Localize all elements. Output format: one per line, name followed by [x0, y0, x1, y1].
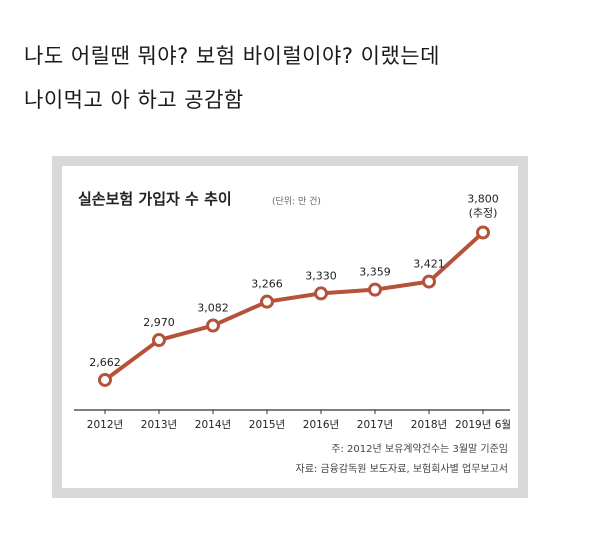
x-tick-label: 2016년 [303, 419, 339, 431]
x-tick-label: 2014년 [195, 419, 231, 431]
chart-card: 실손보험 가입자 수 추이 (단위: 만 건) 2,662 2,970 3,082 3… [52, 156, 528, 498]
x-tick-label: 2012년 [87, 419, 123, 431]
chart-note-2: 자료: 금융감독원 보도자료, 보험회사별 업무보고서 [296, 462, 508, 475]
x-tick-label: 2019년 6월 [455, 419, 511, 431]
data-point [368, 282, 382, 297]
data-point [152, 333, 166, 348]
x-tick-label: 2017년 [357, 419, 393, 431]
post-text: 나도 어릴땐 뭐야? 보험 바이럴이야? 이랬는데 나이먹고 아 하고 공감함 [24, 34, 584, 122]
chart-unit-note: (단위: 만 건) [272, 196, 321, 207]
series-line [103, 230, 485, 382]
chart-note-1: 주: 2012년 보유계약건수는 3월말 기준임 [331, 442, 508, 455]
data-label: 3,359 [359, 266, 391, 279]
data-label: 3,266 [251, 278, 283, 291]
x-tick-label: 2013년 [141, 419, 177, 431]
data-point [260, 294, 274, 309]
x-tick-label: 2018년 [411, 419, 447, 431]
data-point [314, 286, 328, 301]
x-tick-label: 2015년 [249, 419, 285, 431]
data-label-note: (추정) [469, 206, 498, 219]
post-line-2: 나이먹고 아 하고 공감함 [24, 88, 244, 112]
data-label: 2,662 [89, 356, 121, 369]
chart-panel: 실손보험 가입자 수 추이 (단위: 만 건) 2,662 2,970 3,082 3… [62, 166, 518, 488]
data-label: 3,330 [305, 269, 337, 282]
data-point [206, 318, 220, 333]
post-line-1: 나도 어릴땐 뭐야? 보험 바이럴이야? 이랬는데 [24, 44, 440, 68]
chart-title: 실손보험 가입자 수 추이 [78, 190, 232, 208]
data-label: 3,082 [197, 302, 229, 315]
data-point [476, 225, 490, 240]
data-label: 3,800 [467, 192, 499, 205]
line-chart: 실손보험 가입자 수 추이 (단위: 만 건) 2,662 2,970 3,082 3… [74, 190, 511, 475]
data-point [422, 274, 436, 289]
data-label: 3,421 [413, 258, 445, 271]
data-label: 2,970 [143, 316, 175, 329]
data-point [98, 372, 112, 387]
